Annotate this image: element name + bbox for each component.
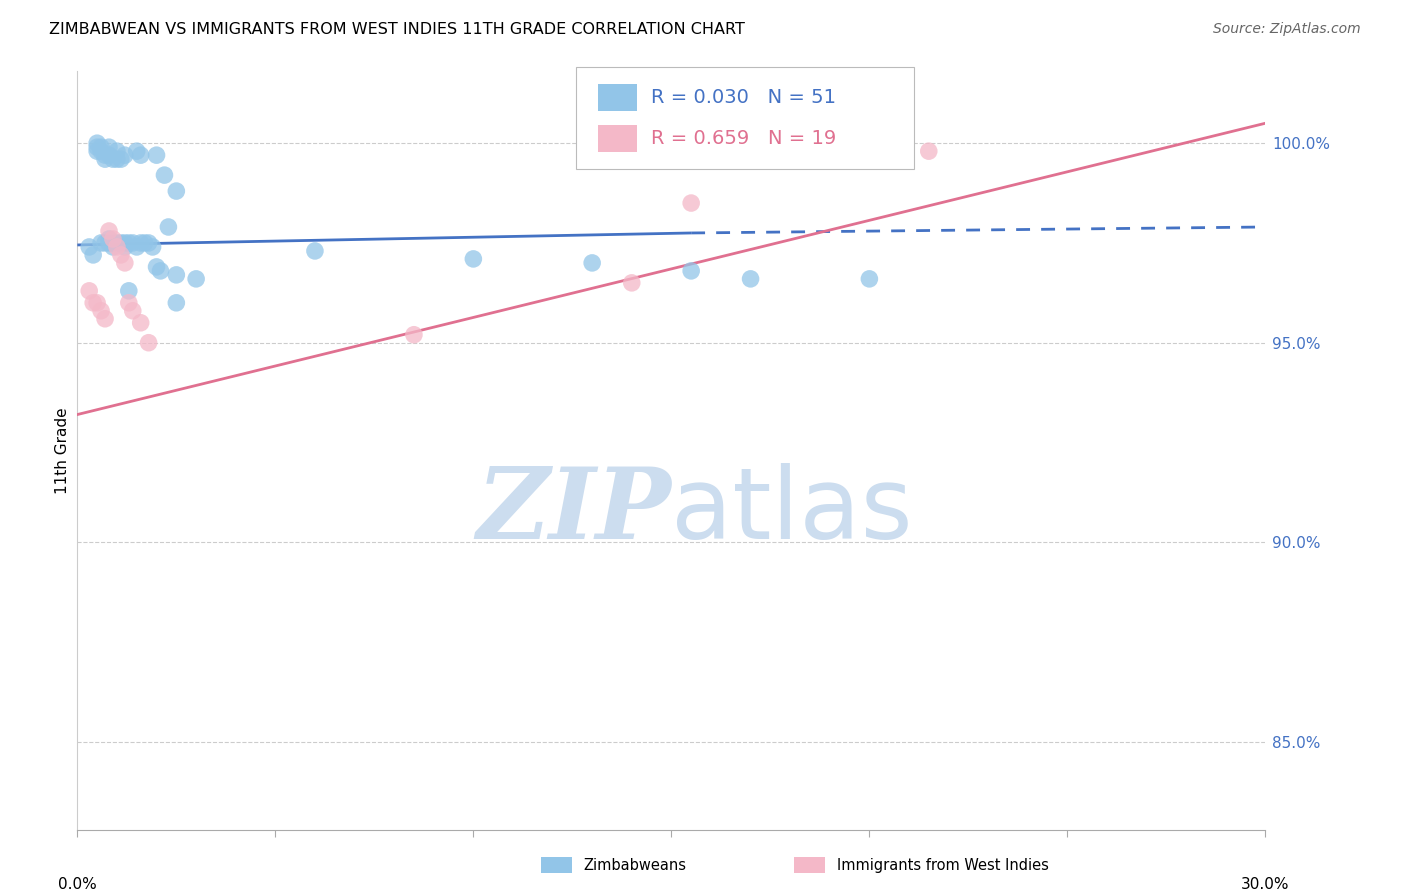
Point [138,335,160,350]
Point [90,144,112,158]
Point [105,144,128,158]
Point [82,295,104,310]
Point [101,232,124,246]
Point [165,184,187,198]
Point [858,272,880,286]
Point [86,144,108,158]
Point [121,235,143,250]
Point [110,248,132,262]
Point [114,256,136,270]
Point [165,295,187,310]
Point [98,235,121,250]
Point [838,140,860,154]
Point [129,235,152,250]
Text: atlas: atlas [672,463,912,559]
Point [149,264,172,278]
Point [86,295,108,310]
Point [121,303,143,318]
Text: 0.0%: 0.0% [58,878,97,892]
Y-axis label: 11th Grade: 11th Grade [55,407,70,494]
Point [86,140,108,154]
Point [98,232,121,246]
Point [101,235,124,250]
Point [90,140,112,154]
Text: Source: ZipAtlas.com: Source: ZipAtlas.com [1213,22,1361,37]
Point [94,235,117,250]
Text: ZIMBABWEAN VS IMMIGRANTS FROM WEST INDIES 11TH GRADE CORRELATION CHART: ZIMBABWEAN VS IMMIGRANTS FROM WEST INDIE… [49,22,745,37]
Point [463,252,485,266]
Point [94,311,117,326]
Point [145,148,167,162]
Point [165,268,187,282]
Point [402,327,425,342]
Point [114,240,136,254]
Point [94,148,117,162]
Point [581,256,603,270]
Point [118,284,141,298]
Point [82,248,104,262]
Point [94,152,117,166]
Point [186,272,208,286]
Point [304,244,326,258]
Text: R = 0.659   N = 19: R = 0.659 N = 19 [651,129,837,148]
Point [138,235,160,250]
Text: 30.0%: 30.0% [1241,878,1289,892]
Point [740,272,762,286]
Point [125,240,148,254]
Point [145,260,167,274]
Point [77,240,100,254]
Point [86,136,108,151]
Point [157,219,180,234]
Point [681,264,703,278]
Point [101,152,124,166]
Point [98,140,121,154]
Point [681,196,703,211]
Point [134,235,156,250]
Point [110,152,132,166]
Point [90,303,112,318]
Text: ZIP: ZIP [477,463,672,559]
Point [105,152,128,166]
Text: Immigrants from West Indies: Immigrants from West Indies [837,858,1049,872]
Point [620,276,643,290]
Point [118,235,141,250]
Point [110,235,132,250]
Point [153,168,176,182]
Point [114,148,136,162]
Point [77,284,100,298]
Point [918,144,941,158]
Point [118,295,141,310]
Point [105,240,128,254]
Text: Zimbabweans: Zimbabweans [583,858,686,872]
Point [90,235,112,250]
Point [114,235,136,250]
Point [142,240,165,254]
Point [129,148,152,162]
Point [98,148,121,162]
Point [105,235,128,250]
Point [129,316,152,330]
Point [98,224,121,238]
Point [125,144,148,158]
Point [101,240,124,254]
Text: R = 0.030   N = 51: R = 0.030 N = 51 [651,88,837,107]
